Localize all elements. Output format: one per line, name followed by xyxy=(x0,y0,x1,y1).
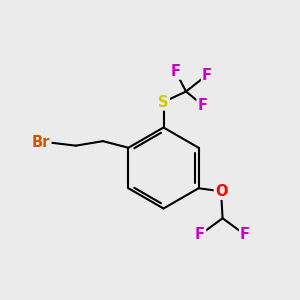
Text: F: F xyxy=(195,227,205,242)
Text: F: F xyxy=(197,98,208,112)
Text: O: O xyxy=(215,184,227,199)
Text: F: F xyxy=(240,227,250,242)
Text: Br: Br xyxy=(32,135,50,150)
Text: F: F xyxy=(202,68,212,82)
Text: S: S xyxy=(158,94,169,110)
Text: F: F xyxy=(170,64,181,79)
